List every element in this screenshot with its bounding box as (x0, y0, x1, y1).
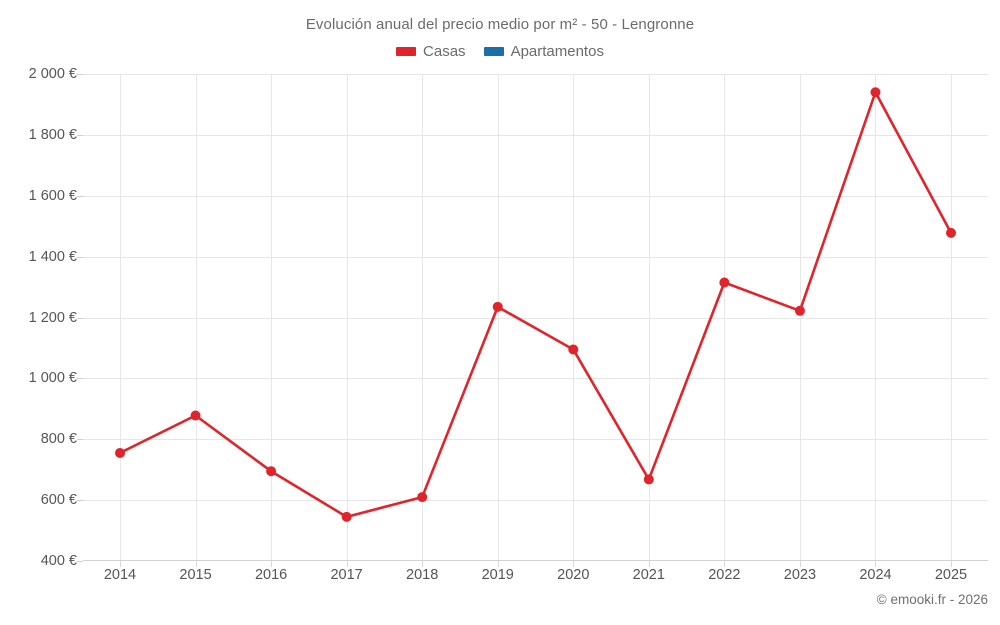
x-axis-label: 2020 (557, 567, 590, 583)
legend-label-apartamentos: Apartamentos (510, 43, 604, 60)
x-axis-label: 2017 (330, 567, 363, 583)
data-point[interactable] (417, 492, 428, 503)
plot-area (83, 74, 988, 561)
y-axis-tick (77, 134, 83, 136)
gridline-horizontal (83, 317, 988, 319)
y-axis-tick (77, 256, 83, 258)
data-point[interactable] (719, 277, 730, 288)
x-axis-label: 2023 (783, 567, 817, 583)
gridline-vertical (573, 74, 575, 561)
gridline-vertical (497, 74, 499, 561)
gridline-vertical (648, 74, 650, 561)
gridline-horizontal (83, 378, 988, 380)
legend-swatch-apartamentos (483, 47, 504, 56)
y-axis-label: 1 800 € (28, 126, 77, 143)
gridline-horizontal (83, 74, 988, 75)
gridline-vertical (875, 74, 877, 561)
x-axis-tick (497, 561, 499, 567)
gridline-vertical (346, 74, 348, 561)
x-axis-tick (195, 561, 197, 567)
y-axis-label: 800 € (40, 431, 77, 448)
data-point[interactable] (492, 301, 503, 312)
gridline-vertical (195, 74, 197, 561)
data-point[interactable] (870, 87, 881, 98)
gridline-horizontal (83, 500, 988, 502)
gridline-vertical (120, 74, 121, 561)
x-axis-tick (271, 561, 273, 567)
x-axis-label: 2021 (632, 567, 665, 583)
y-axis-tick (77, 500, 83, 502)
legend-label-casas: Casas (423, 43, 466, 60)
data-point[interactable] (115, 447, 125, 458)
data-point[interactable] (568, 344, 579, 355)
x-axis-tick (120, 561, 121, 567)
x-axis-tick (573, 561, 575, 567)
gridline-vertical (724, 74, 726, 561)
y-axis-label: 2 000 € (28, 66, 77, 82)
x-axis-tick (422, 561, 424, 567)
data-point[interactable] (946, 227, 956, 238)
legend-item-apartamentos[interactable]: Apartamentos (483, 43, 604, 60)
gridline-horizontal (83, 439, 988, 441)
y-axis-labels: 400 € 600 € 800 € 1 000 € 1 200 € 1 400 € 1 60… (0, 0, 77, 625)
data-point[interactable] (794, 305, 805, 316)
x-axis-tick (799, 561, 801, 567)
y-axis-label: 1 600 € (28, 187, 77, 204)
x-axis-label: 2019 (481, 567, 514, 583)
x-axis-tick (648, 561, 650, 567)
data-point[interactable] (190, 410, 201, 421)
x-axis-tick (724, 561, 726, 567)
x-axis-tick (346, 561, 348, 567)
data-point[interactable] (643, 474, 654, 485)
x-axis-label: 2014 (103, 567, 137, 583)
y-axis-label: 600 € (40, 492, 77, 509)
series-lines (115, 87, 956, 522)
legend-item-casas[interactable]: Casas (396, 44, 466, 59)
x-axis-label: 2024 (859, 567, 892, 583)
gridline-vertical (271, 74, 273, 561)
x-axis-label: 2022 (708, 567, 741, 583)
y-axis-tick (77, 439, 83, 441)
x-axis-label: 2015 (179, 567, 212, 583)
x-axis-tick (875, 561, 877, 567)
gridline-horizontal (83, 195, 988, 197)
x-axis-tick (951, 561, 952, 567)
y-axis-label: 1 000 € (28, 370, 77, 387)
x-axis-line (83, 560, 988, 561)
credit-text: © emooki.fr - 2026 (876, 592, 988, 607)
legend-swatch-casas (396, 47, 417, 56)
series-line-casas (118, 90, 953, 519)
y-axis-label: 400 € (40, 553, 77, 569)
y-axis-label: 1 400 € (28, 248, 77, 265)
y-axis-tick (77, 195, 83, 197)
y-axis-tick (77, 74, 83, 75)
data-point[interactable] (266, 466, 277, 477)
x-axis-label: 2018 (406, 567, 439, 583)
x-axis-label: 2016 (254, 567, 288, 583)
gridline-vertical (422, 74, 424, 561)
gridline-horizontal (83, 134, 988, 136)
x-axis-label: 2025 (934, 567, 968, 583)
gridline-horizontal (83, 256, 988, 258)
y-axis-tick (77, 561, 83, 562)
data-point[interactable] (341, 511, 352, 522)
chart-title: Evolución anual del precio medio por m² … (305, 16, 695, 33)
y-axis-label: 1 200 € (28, 309, 77, 326)
gridline-vertical (951, 74, 952, 561)
chart-legend: Casas Apartamentos (0, 44, 1000, 59)
gridline-vertical (799, 74, 801, 561)
y-axis-tick (77, 317, 83, 319)
y-axis-tick (77, 378, 83, 380)
